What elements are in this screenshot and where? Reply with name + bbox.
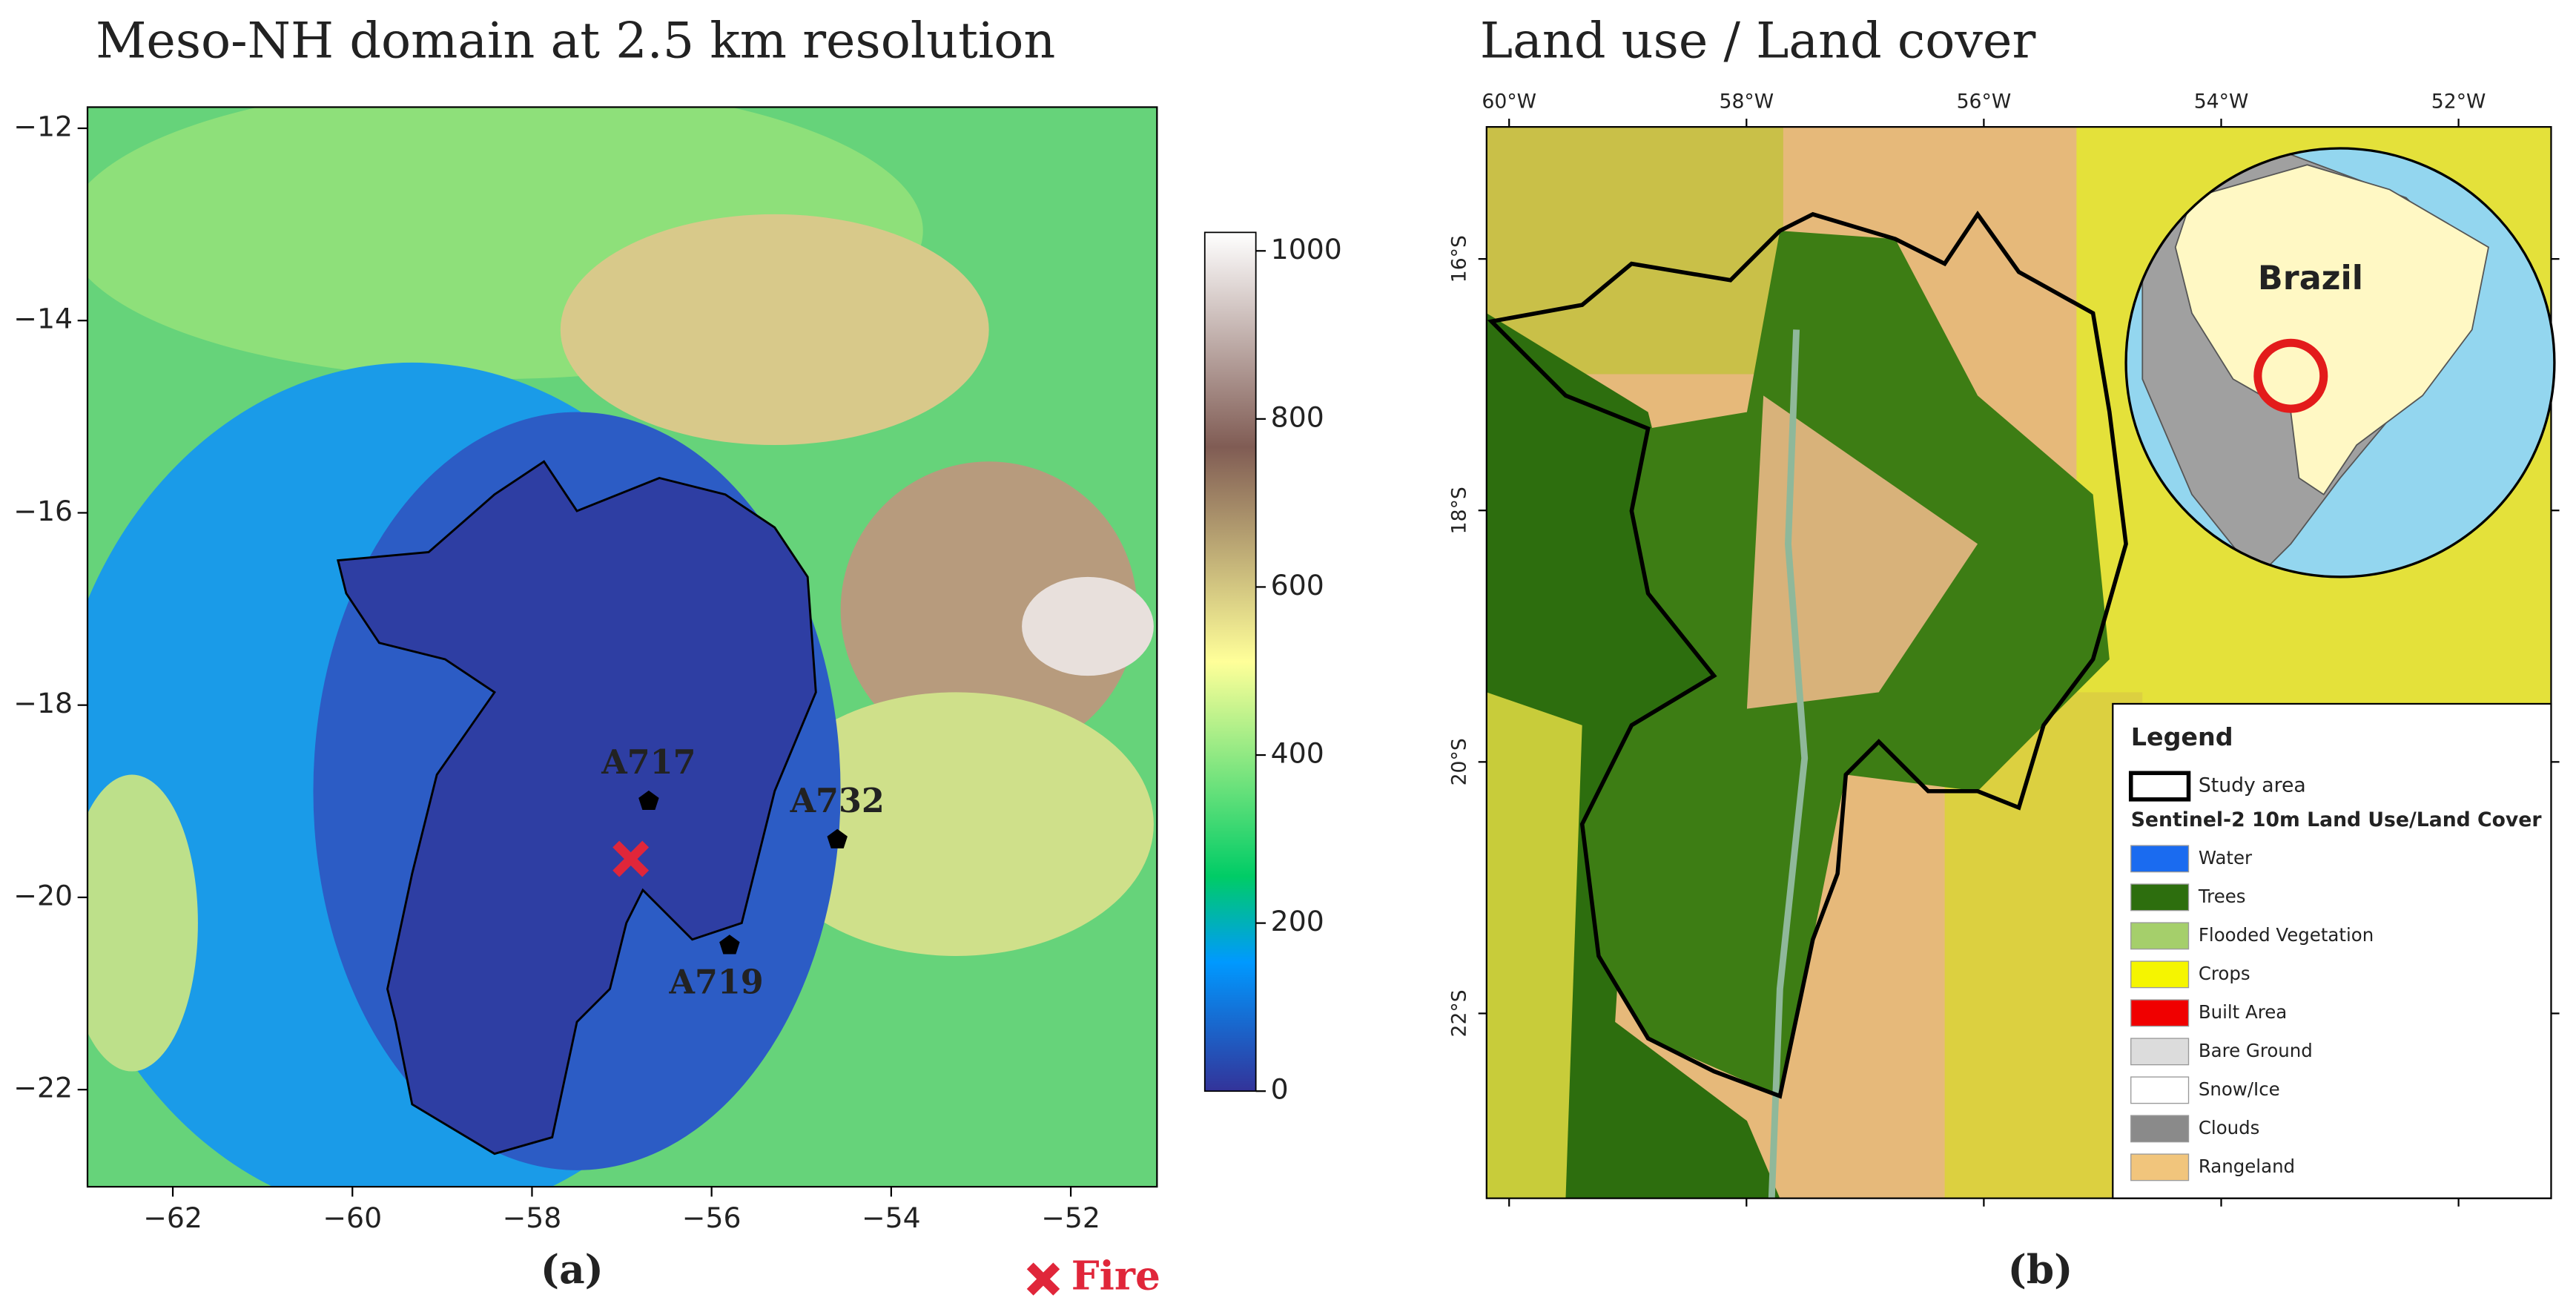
y-tick-label: 18°S — [1448, 487, 1471, 534]
x-tick-label: −58 — [503, 1201, 562, 1234]
map-frame — [1485, 126, 2552, 1199]
station-marker — [638, 790, 659, 811]
axes-frame — [86, 106, 1158, 1188]
y-tick-label: 16°S — [1448, 235, 1471, 283]
colorbar-tick-label: 1000 — [1271, 233, 1342, 266]
y-tick-label: −20 — [13, 879, 73, 912]
x-tick-label: 54°W — [2194, 90, 2249, 113]
y-tick-label: −22 — [13, 1072, 73, 1104]
legend-title: Legend — [2131, 722, 2233, 751]
x-tick-label: 52°W — [2431, 90, 2486, 113]
legend-swatch — [2130, 922, 2190, 950]
legend-swatch — [2130, 1038, 2190, 1066]
y-tick-label: −14 — [13, 303, 73, 335]
x-tick-label: 56°W — [1957, 90, 2012, 113]
legend-label: Crops — [2199, 963, 2250, 984]
colorbar-tick-label: 800 — [1271, 400, 1324, 433]
legend-swatch — [2130, 1076, 2190, 1104]
x-tick-label: −56 — [682, 1201, 742, 1234]
legend-label: Rangeland — [2199, 1156, 2295, 1177]
y-tick-label: −18 — [13, 687, 73, 719]
colorbar-tick-label: 600 — [1271, 569, 1324, 601]
x-tick-label: −60 — [323, 1201, 382, 1234]
terrain-map — [87, 107, 1157, 1187]
fire-legend-marker — [1026, 1262, 1060, 1296]
panel-title: Land use / Land cover — [1480, 12, 2036, 70]
fire-legend-label: Fire — [1071, 1253, 1160, 1299]
x-tick-label: −52 — [1041, 1201, 1100, 1234]
legend-swatch — [2130, 1115, 2190, 1143]
station-marker — [827, 828, 848, 848]
legend-subtitle: Sentinel-2 10m Land Use/Land Cover — [2131, 808, 2543, 831]
inset-label: Brazil — [2258, 260, 2363, 297]
legend-swatch — [2130, 999, 2190, 1027]
caption: (b) — [2008, 1246, 2073, 1293]
x-tick-label: 58°W — [1719, 90, 1774, 113]
station-marker — [719, 934, 740, 955]
x-tick-label: −54 — [862, 1201, 921, 1234]
caption: (a) — [541, 1246, 604, 1293]
legend-label: Bare Ground — [2199, 1040, 2313, 1061]
colorbar — [1203, 231, 1257, 1092]
colorbar-tick-label: 0 — [1271, 1073, 1289, 1106]
legend-label: Trees — [2198, 886, 2246, 907]
x-tick-label: −62 — [143, 1201, 202, 1234]
legend-label: Snow/Ice — [2199, 1078, 2280, 1100]
station-label: A717 — [601, 743, 696, 782]
colorbar-tick-label: 200 — [1271, 905, 1324, 937]
legend-label: Clouds — [2199, 1117, 2260, 1138]
legend-label: Built Area — [2199, 1001, 2287, 1023]
station-label: A719 — [668, 963, 763, 1002]
legend-swatch — [2130, 1153, 2190, 1181]
colorbar-tick-label: 400 — [1271, 737, 1324, 770]
legend-swatch — [2130, 960, 2190, 989]
y-tick-label: 22°S — [1448, 989, 1471, 1037]
panel-title: Meso-NH domain at 2.5 km resolution — [96, 12, 1055, 70]
legend-label: Flooded Vegetation — [2199, 924, 2374, 946]
y-tick-label: −16 — [13, 495, 73, 527]
fire-marker — [612, 840, 650, 877]
legend-label: Water — [2199, 847, 2253, 868]
y-tick-label: −12 — [13, 110, 73, 142]
study-area — [336, 460, 817, 1156]
y-tick-label: 20°S — [1448, 738, 1471, 785]
x-tick-label: 60°W — [1482, 90, 1536, 113]
legend-label: Study area — [2199, 774, 2306, 797]
study-area — [1487, 211, 2128, 1099]
legend-swatch — [2130, 845, 2190, 873]
legend-swatch — [2130, 883, 2190, 912]
inset-globe — [2124, 147, 2556, 578]
station-label: A732 — [790, 782, 885, 820]
